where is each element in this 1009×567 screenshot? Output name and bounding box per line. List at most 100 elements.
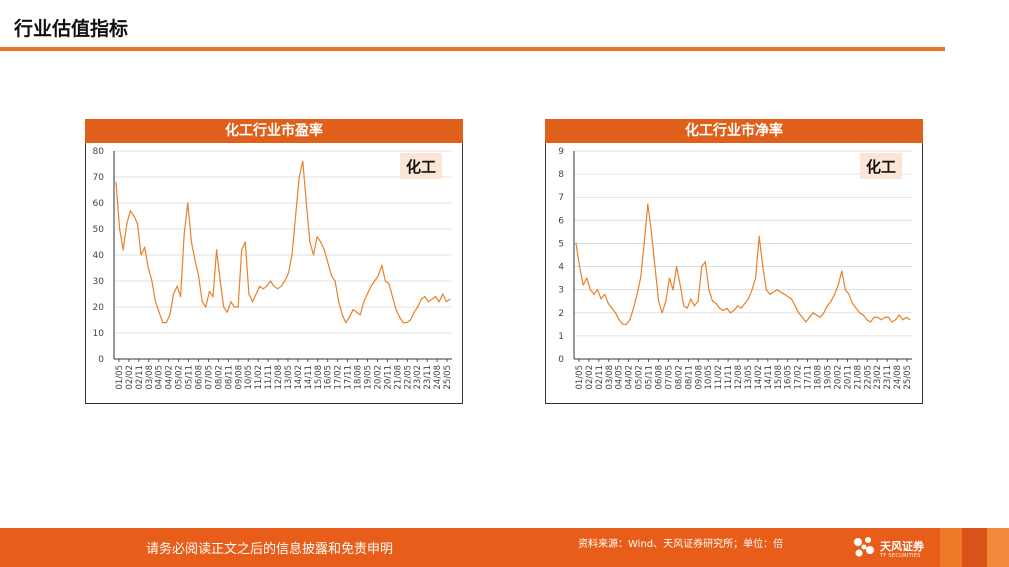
x-tick-label: 04/02: [165, 365, 175, 390]
x-tick-label: 25/05: [443, 365, 453, 390]
tf-logo-icon: [854, 537, 874, 557]
data-point: [251, 301, 254, 303]
data-point: [844, 289, 846, 291]
data-point: [596, 289, 599, 291]
data-point: [880, 319, 882, 321]
pb-chart-panel: 化工行业市净率 0 1 2 3 4 5 6 7 8 9 01/05 02/02 02/11 03/08 04…: [545, 119, 923, 404]
x-tick-label: 23/02: [413, 365, 423, 390]
x-tick-label: 11/11: [724, 365, 734, 390]
data-point: [661, 312, 663, 314]
data-point: [805, 321, 807, 323]
x-tick-label: 08/11: [684, 365, 694, 390]
data-point: [208, 290, 210, 292]
data-point: [198, 275, 200, 277]
data-point: [259, 285, 261, 287]
data-point: [255, 293, 257, 295]
x-tick-label: 13/05: [284, 365, 294, 390]
x-tick-label: 17/02: [334, 365, 344, 390]
data-point: [216, 249, 218, 251]
legend: 化工: [400, 153, 442, 179]
data-point: [758, 235, 760, 238]
data-point: [133, 215, 135, 217]
data-point: [352, 309, 354, 311]
data-point: [837, 284, 839, 286]
y-tick-label: 8: [558, 170, 564, 180]
data-point: [172, 293, 175, 295]
data-point: [859, 312, 861, 314]
data-point: [869, 321, 872, 323]
data-point: [744, 302, 746, 305]
x-tick-label: 02/11: [135, 365, 145, 390]
data-point: [697, 300, 699, 302]
data-point: [895, 319, 897, 321]
data-point: [248, 293, 250, 295]
data-point: [341, 314, 343, 316]
legend-box: [860, 153, 902, 179]
data-point: [287, 272, 289, 274]
data-point: [442, 293, 444, 295]
data-point: [194, 259, 196, 261]
pb-chart-title: 化工行业市净率: [545, 119, 923, 143]
x-tick-label: 15/08: [774, 365, 784, 390]
x-tick-label: 16/05: [784, 365, 794, 390]
data-point: [622, 323, 624, 325]
data-point: [427, 301, 430, 303]
x-tick-label: 15/08: [314, 365, 324, 390]
data-point: [812, 312, 814, 314]
data-point: [370, 285, 372, 287]
data-point: [747, 298, 749, 300]
data-point: [740, 307, 742, 309]
x-tick-label: 24/08: [433, 365, 443, 390]
y-tick-label: 0: [98, 355, 104, 365]
x-tick-label: 04/05: [615, 365, 625, 390]
legend-label: 化工: [866, 158, 896, 176]
data-point: [834, 293, 836, 295]
data-point: [711, 300, 714, 302]
data-point: [884, 316, 886, 318]
y-tick-label: 3: [558, 286, 564, 296]
data-point: [399, 316, 401, 318]
disclaimer-text: 请务必阅读正文之后的信息披露和免责申明: [146, 542, 394, 557]
y-tick-label: 80: [93, 147, 105, 157]
x-tick-label: 07/05: [664, 365, 674, 390]
pb-chart: 0 1 2 3 4 5 6 7 8 9 01/05 02/02 02/11 03/08 04/05 04/02…: [558, 147, 913, 390]
data-point: [776, 289, 778, 291]
y-tick-label: 70: [93, 173, 105, 183]
data-point: [309, 241, 311, 243]
legend-box: [400, 153, 442, 179]
data-point: [726, 307, 728, 309]
x-tick-label: 16/05: [324, 365, 334, 390]
data-point: [625, 323, 627, 325]
x-tick-label: 04/05: [155, 365, 165, 390]
data-point: [780, 291, 782, 293]
data-point: [201, 301, 203, 303]
x-tick-label: 17/02: [794, 365, 804, 390]
data-point: [762, 266, 764, 268]
data-point: [593, 293, 595, 295]
data-point: [683, 305, 685, 307]
data-point: [449, 298, 451, 300]
data-point: [431, 298, 433, 300]
data-point: [391, 296, 394, 298]
x-tick-label: 03/08: [605, 365, 615, 390]
x-tick-label: 11/02: [254, 365, 264, 390]
series-line-1: [575, 203, 911, 325]
x-tick-label: 21/08: [393, 365, 403, 390]
source-note: 资料来源：Wind、天风证券研究所；单位：倍: [578, 539, 784, 550]
y-tick-label: 1: [558, 332, 564, 342]
data-point: [841, 270, 843, 272]
x-tick-label: 12/08: [734, 365, 744, 390]
data-point: [582, 284, 584, 286]
y-tick-label: 6: [558, 216, 564, 226]
data-point: [374, 280, 376, 282]
data-point: [406, 322, 408, 324]
data-point: [183, 233, 185, 235]
y-tick-label: 30: [93, 277, 105, 287]
data-point: [902, 319, 904, 321]
footer-bar: [0, 528, 1009, 567]
x-tick-label: 01/05: [115, 365, 125, 390]
data-point: [338, 301, 340, 303]
data-point: [298, 176, 300, 178]
x-tick-label: 20/11: [843, 365, 853, 390]
y-tick-label: 5: [558, 239, 564, 249]
